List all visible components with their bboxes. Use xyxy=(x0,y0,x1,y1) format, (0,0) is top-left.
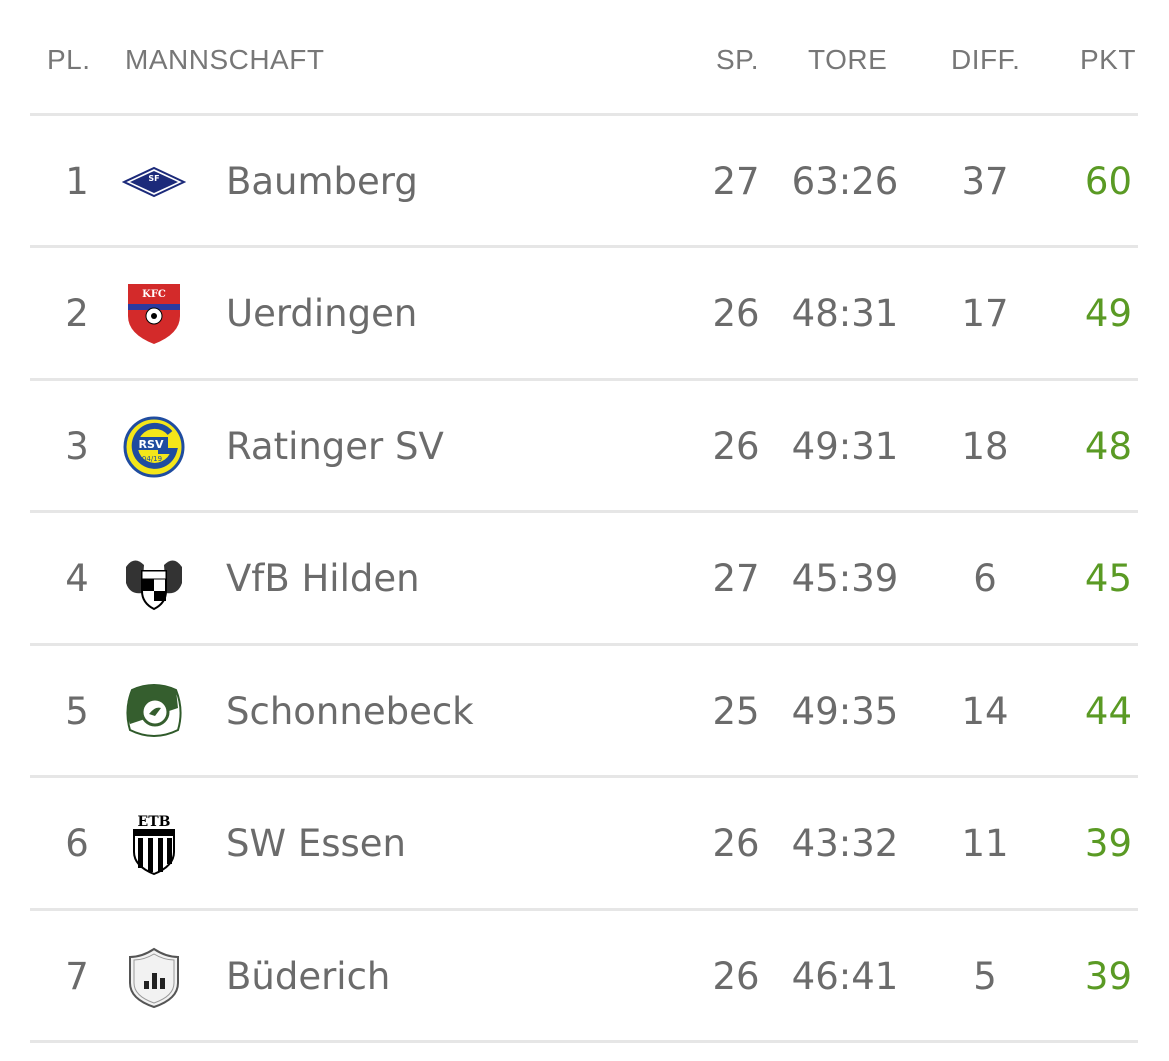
table-row[interactable]: 3 RSV 04/19 Ratinger SV 26 49:31 18 48 xyxy=(0,381,1169,511)
team-name[interactable]: Schonnebeck xyxy=(226,690,474,733)
svg-text:KFC: KFC xyxy=(142,289,166,300)
goal-difference: 5 xyxy=(973,955,997,998)
goals: 46:41 xyxy=(791,955,899,998)
goal-difference: 18 xyxy=(961,425,1009,468)
kfc-uerdingen-crest-icon: KFC xyxy=(122,282,186,346)
position: 2 xyxy=(65,292,89,335)
table-row[interactable]: 4 VfB Hilden 27 45:39 6 45 xyxy=(0,513,1169,643)
generic-shield-crest-icon xyxy=(122,945,186,1009)
svg-text:RSV: RSV xyxy=(139,438,164,451)
team-name[interactable]: Baumberg xyxy=(226,160,418,203)
row-divider xyxy=(30,775,1138,778)
vfb-hilden-crest-icon xyxy=(122,547,186,611)
table-row[interactable]: 2 KFC Uerdingen 26 48:31 17 49 xyxy=(0,248,1169,378)
svg-text:ETB: ETB xyxy=(138,814,171,830)
goals: 63:26 xyxy=(791,160,899,203)
position: 1 xyxy=(65,160,89,203)
games-played: 26 xyxy=(712,955,760,998)
table-row[interactable]: 7 Büderich 26 46:41 5 39 xyxy=(0,911,1169,1041)
points: 44 xyxy=(1084,690,1132,733)
goals: 48:31 xyxy=(791,292,899,335)
points: 49 xyxy=(1084,292,1132,335)
table-row[interactable]: 6 ETB SW Essen 26 43:32 11 39 xyxy=(0,778,1169,908)
team-name[interactable]: VfB Hilden xyxy=(226,557,420,600)
position: 6 xyxy=(65,822,89,865)
goal-difference: 11 xyxy=(961,822,1009,865)
games-played: 27 xyxy=(712,557,760,600)
table-row[interactable]: 5 Schonnebeck 25 49:35 14 44 xyxy=(0,646,1169,776)
svg-text:04/19: 04/19 xyxy=(142,455,162,463)
table-row[interactable]: 1 SF Baumberg 27 63:26 37 60 xyxy=(0,116,1169,246)
goals: 49:35 xyxy=(791,690,899,733)
goal-difference: 37 xyxy=(961,160,1009,203)
schonnebeck-crest-icon xyxy=(122,680,186,744)
svg-text:SF: SF xyxy=(148,174,159,183)
row-divider xyxy=(30,643,1138,646)
team-name[interactable]: Uerdingen xyxy=(226,292,418,335)
row-divider xyxy=(30,1040,1138,1043)
position: 5 xyxy=(65,690,89,733)
team-name[interactable]: SW Essen xyxy=(226,822,406,865)
games-played: 26 xyxy=(712,425,760,468)
points: 48 xyxy=(1084,425,1132,468)
goals: 45:39 xyxy=(791,557,899,600)
games-played: 26 xyxy=(712,822,760,865)
sf-baumberg-crest-icon: SF xyxy=(121,150,187,214)
header-team: MANNSCHAFT xyxy=(125,44,325,75)
row-divider xyxy=(30,113,1138,116)
table-header: PL. MANNSCHAFT SP. TORE DIFF. PKT xyxy=(0,0,1169,113)
games-played: 25 xyxy=(712,690,760,733)
row-divider xyxy=(30,510,1138,513)
games-played: 26 xyxy=(712,292,760,335)
points: 60 xyxy=(1084,160,1132,203)
points: 45 xyxy=(1084,557,1132,600)
team-name[interactable]: Ratinger SV xyxy=(226,425,444,468)
goal-difference: 6 xyxy=(973,557,997,600)
team-name[interactable]: Büderich xyxy=(226,955,391,998)
header-sp: SP. xyxy=(716,44,760,75)
goal-difference: 17 xyxy=(961,292,1009,335)
header-diff: DIFF. xyxy=(951,44,1021,75)
header-pl: PL. xyxy=(47,44,91,75)
header-pkt: PKT xyxy=(1080,44,1136,75)
row-divider xyxy=(30,378,1138,381)
etb-sw-essen-crest-icon: ETB xyxy=(122,812,186,876)
row-divider xyxy=(30,908,1138,911)
goals: 49:31 xyxy=(791,425,899,468)
position: 4 xyxy=(65,557,89,600)
row-divider xyxy=(30,245,1138,248)
points: 39 xyxy=(1084,955,1132,998)
position: 7 xyxy=(65,955,89,998)
position: 3 xyxy=(65,425,89,468)
points: 39 xyxy=(1084,822,1132,865)
goals: 43:32 xyxy=(791,822,899,865)
ratinger-sv-crest-icon: RSV 04/19 xyxy=(122,415,186,479)
goal-difference: 14 xyxy=(961,690,1009,733)
header-tore: TORE xyxy=(808,44,888,75)
games-played: 27 xyxy=(712,160,760,203)
